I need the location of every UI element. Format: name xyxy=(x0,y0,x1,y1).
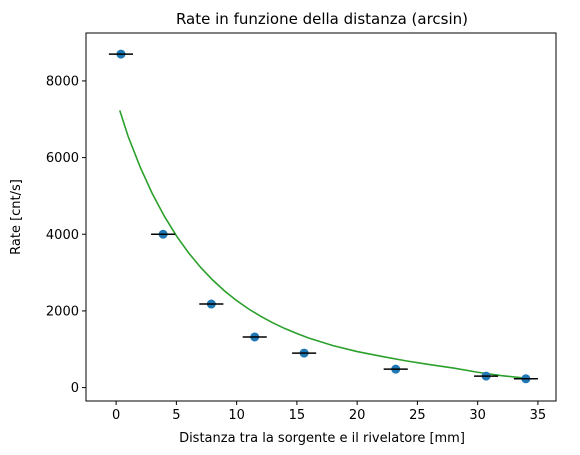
fit-curve xyxy=(118,110,529,380)
y-tick-label-4: 8000 xyxy=(46,74,79,89)
x-tick-label-2: 10 xyxy=(228,408,245,423)
y-tick-label-2: 4000 xyxy=(46,228,79,243)
y-tick-label-3: 6000 xyxy=(46,151,79,166)
chart-title: Rate in funzione della distanza (arcsin) xyxy=(176,10,468,28)
x-tick-label-0: 0 xyxy=(112,408,120,423)
plot-area xyxy=(108,49,538,384)
x-tick-label-6: 30 xyxy=(469,408,486,423)
y-tick-label-1: 2000 xyxy=(46,304,79,319)
y-axis: 0 2000 4000 6000 8000 xyxy=(46,74,86,396)
x-axis-label: Distanza tra la sorgente e il rivelatore… xyxy=(179,431,465,446)
x-tick-label-4: 20 xyxy=(349,408,366,423)
x-tick-label-7: 35 xyxy=(530,408,547,423)
y-axis-label: Rate [cnt/s] xyxy=(9,179,24,255)
y-tick-label-0: 0 xyxy=(71,381,79,396)
x-tick-label-3: 15 xyxy=(289,408,306,423)
x-tick-label-5: 25 xyxy=(409,408,426,423)
x-tick-label-1: 5 xyxy=(172,408,180,423)
axes-frame xyxy=(85,32,557,402)
x-axis: 0 5 10 15 20 25 30 35 xyxy=(112,401,546,423)
